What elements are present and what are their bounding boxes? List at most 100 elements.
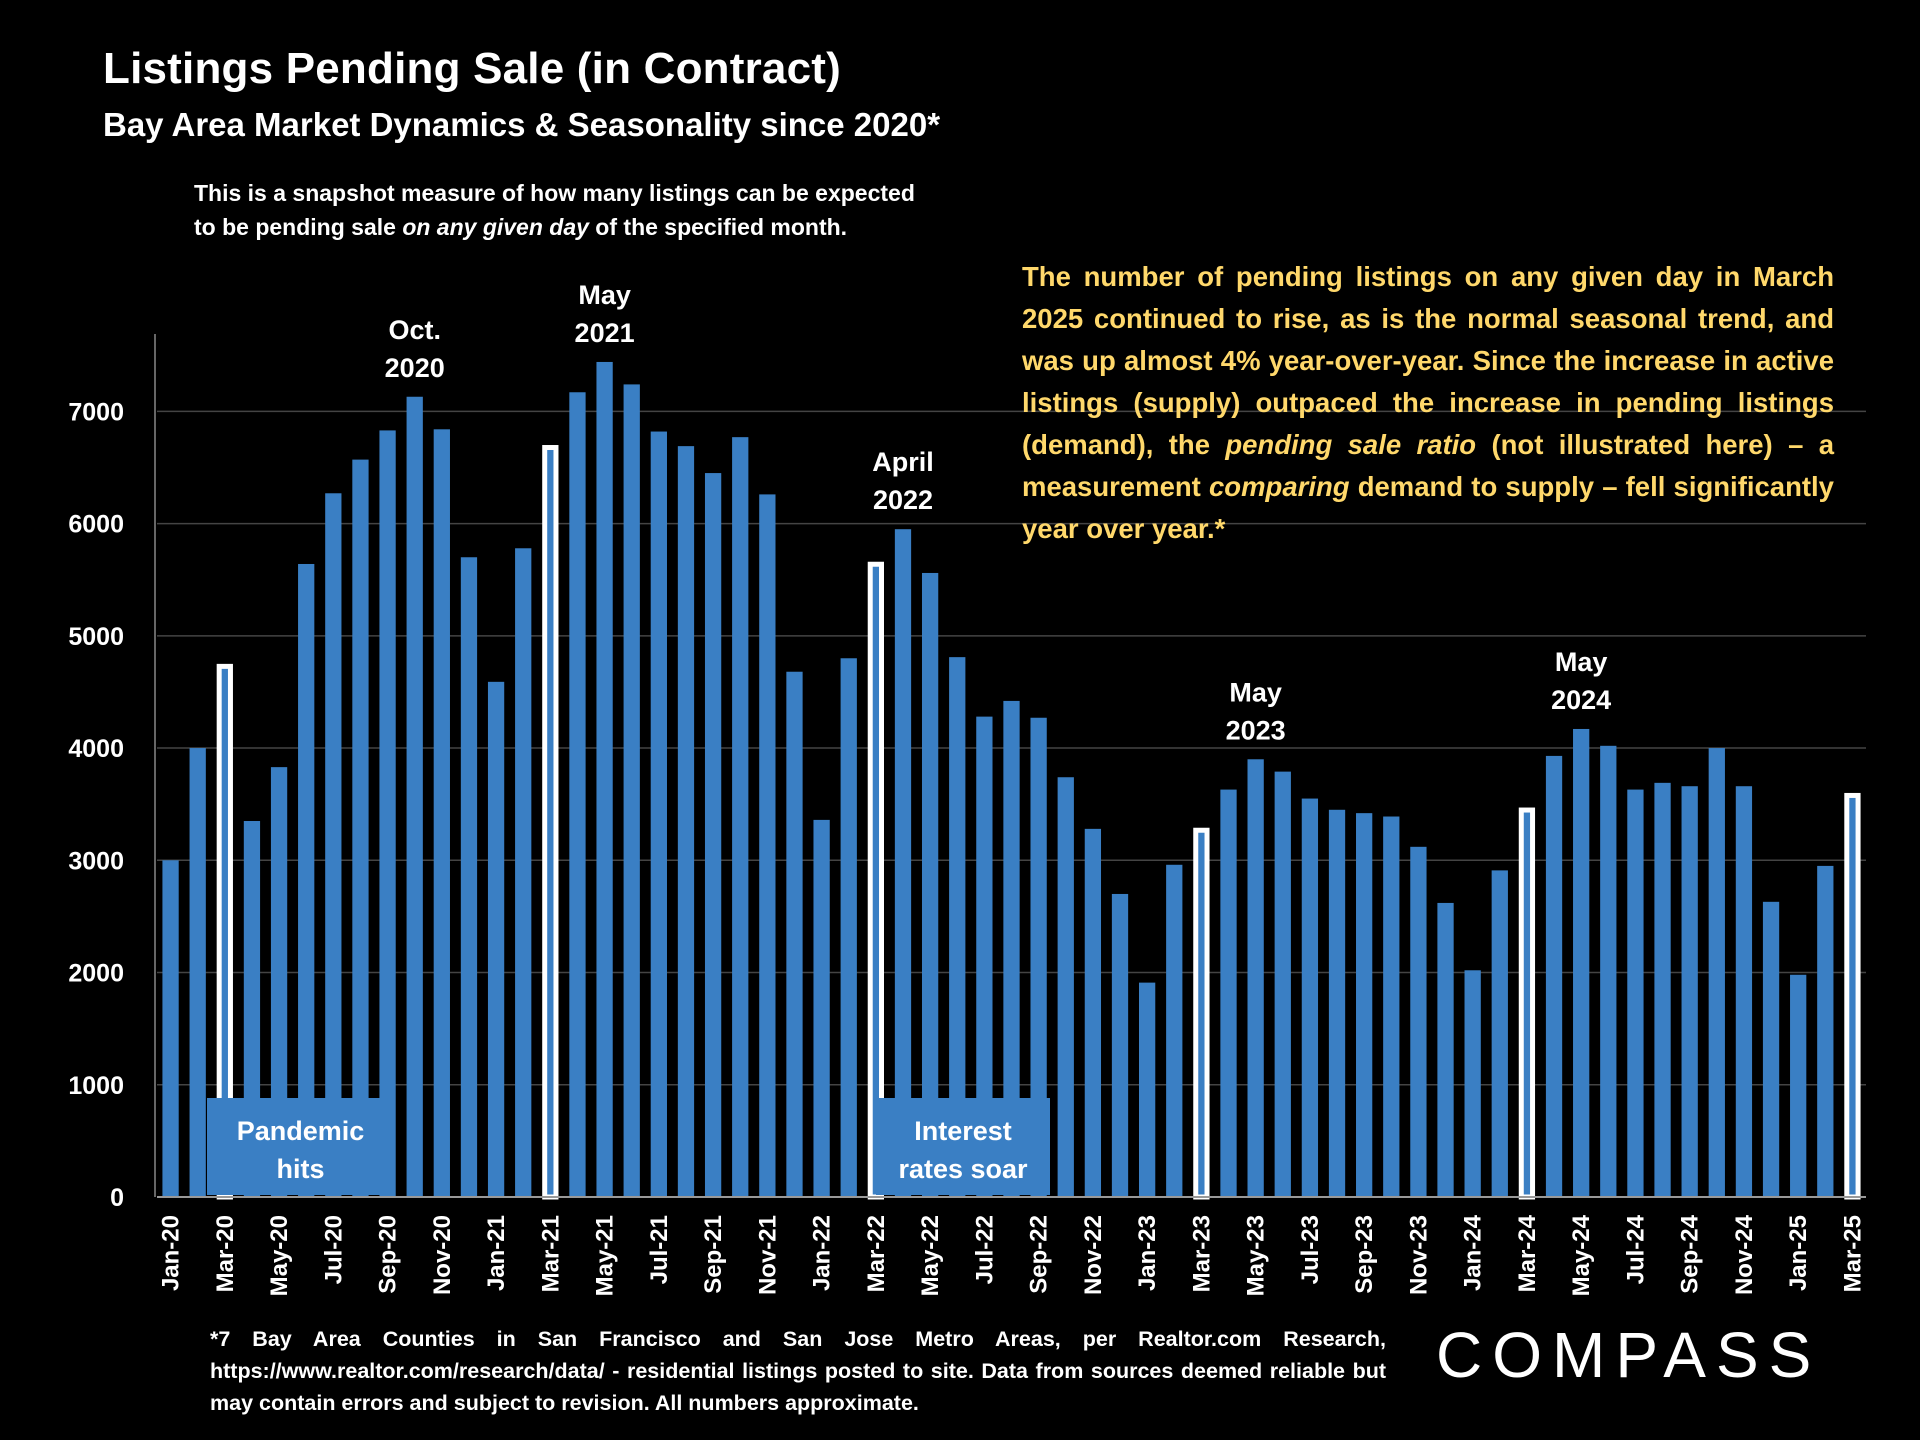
bar-Sep-22 — [1030, 717, 1047, 1197]
bar-Sep-23 — [1356, 813, 1373, 1197]
bar-Jan-25 — [1790, 974, 1807, 1197]
x-tick-label: Sep-22 — [1026, 1215, 1053, 1294]
y-tick-label: 0 — [110, 1184, 124, 1212]
bar-Aug-23 — [1328, 809, 1346, 1197]
bar-Dec-24 — [1762, 901, 1780, 1197]
peak-annotation: April — [872, 447, 934, 477]
bar-Jan-23 — [1138, 982, 1156, 1197]
x-tick-label: Jul-20 — [320, 1215, 347, 1284]
x-tick-label: May-24 — [1568, 1214, 1595, 1296]
y-tick-label: 3000 — [68, 847, 124, 875]
bar-Apr-21 — [569, 392, 586, 1197]
y-tick-label: 7000 — [68, 398, 124, 426]
x-tick-label: Nov-22 — [1080, 1215, 1107, 1295]
bar-Nov-22 — [1084, 828, 1102, 1197]
y-tick-label: 1000 — [68, 1072, 124, 1100]
bar-Sep-24 — [1681, 786, 1698, 1197]
x-tick-label: Nov-20 — [429, 1215, 456, 1295]
source-footnote: *7 Bay Area Counties in San Francisco an… — [210, 1327, 1386, 1415]
bar-Nov-20 — [433, 429, 450, 1197]
x-tick-label: Jan-23 — [1134, 1215, 1161, 1291]
bar-Feb-24 — [1491, 870, 1508, 1197]
note-line-1: This is a snapshot measure of how many l… — [194, 180, 915, 206]
peak-annotation: May — [1229, 677, 1282, 707]
event-box-label: Interest — [914, 1116, 1012, 1146]
peak-annotation: May — [578, 280, 631, 310]
x-tick-label: Sep-20 — [375, 1215, 402, 1294]
peak-annotation: 2021 — [575, 318, 635, 348]
event-box — [207, 1098, 394, 1195]
bar-Jan-24 — [1464, 970, 1481, 1197]
bar-Oct-22 — [1057, 777, 1074, 1197]
peak-annotation: 2024 — [1551, 685, 1611, 715]
chart-note: This is a snapshot measure of how many l… — [194, 176, 915, 244]
event-box-label: Pandemic — [237, 1116, 365, 1146]
x-tick-label: May-21 — [592, 1215, 619, 1296]
x-tick-label: Mar-22 — [863, 1215, 890, 1292]
bar-Feb-21 — [515, 548, 532, 1197]
bar-Jan-20 — [162, 860, 179, 1197]
bar-Feb-22 — [840, 658, 857, 1197]
bar-Aug-22 — [1003, 700, 1020, 1197]
bar-Dec-22 — [1111, 893, 1129, 1197]
bar-Nov-23 — [1410, 846, 1427, 1197]
y-tick-label: 5000 — [68, 623, 124, 651]
bar-Mar-23 — [1193, 827, 1210, 1200]
x-tick-label: Jul-22 — [971, 1215, 998, 1284]
x-tick-label: Sep-21 — [700, 1215, 727, 1294]
bar-Feb-25 — [1817, 865, 1834, 1197]
bar-Dec-23 — [1437, 902, 1454, 1197]
y-tick-label: 2000 — [68, 960, 124, 988]
peak-annotation: 2023 — [1226, 715, 1286, 745]
bar-Jul-20 — [325, 493, 342, 1197]
x-tick-label: Jan-25 — [1785, 1215, 1812, 1291]
x-tick-label: Jan-21 — [483, 1215, 510, 1291]
bar-Nov-24 — [1735, 786, 1753, 1197]
x-tick-label: Nov-23 — [1405, 1215, 1432, 1295]
bar-Apr-23 — [1220, 789, 1237, 1197]
event-box-label: rates soar — [898, 1154, 1028, 1184]
peak-annotation: 2020 — [385, 353, 445, 383]
x-tick-label: Nov-24 — [1731, 1214, 1758, 1295]
bar-May-24 — [1573, 728, 1590, 1197]
x-tick-label: Sep-24 — [1677, 1214, 1704, 1293]
bar-May-21 — [596, 361, 613, 1197]
bar-Jun-21 — [623, 384, 640, 1197]
bar-Mar-25 — [1844, 792, 1861, 1200]
bar-Jul-24 — [1627, 789, 1644, 1197]
note-line-2: to be pending sale on any given day of t… — [194, 214, 848, 240]
x-tick-label: Mar-23 — [1188, 1215, 1215, 1292]
bar-Jun-23 — [1274, 771, 1291, 1197]
bar-Oct-20 — [406, 396, 423, 1197]
x-tick-label: Jan-20 — [158, 1215, 185, 1291]
commentary-text: The number of pending listings on any gi… — [1022, 261, 1835, 544]
x-tick-label: Jan-24 — [1460, 1214, 1487, 1291]
y-tick-label: 6000 — [68, 511, 124, 539]
bar-Apr-22 — [894, 529, 912, 1197]
x-tick-label: May-23 — [1243, 1215, 1270, 1296]
bar-May-20 — [270, 767, 288, 1197]
commentary-emphasis-ratio: pending sale ratio — [1225, 429, 1477, 460]
bar-Sep-21 — [704, 473, 722, 1197]
chart-title: Listings Pending Sale (in Contract) — [103, 44, 841, 93]
bar-Jul-22 — [976, 716, 993, 1197]
x-tick-label: Mar-24 — [1514, 1214, 1541, 1292]
chart-subtitle: Bay Area Market Dynamics & Seasonality s… — [103, 106, 941, 143]
bar-Nov-21 — [759, 494, 776, 1198]
bar-Jul-21 — [650, 431, 667, 1197]
peak-annotation: 2022 — [873, 485, 933, 515]
bar-Feb-20 — [189, 748, 206, 1197]
bar-Aug-21 — [677, 446, 695, 1198]
x-tick-label: Jul-24 — [1622, 1214, 1649, 1284]
peak-annotation: May — [1555, 647, 1608, 677]
bar-Aug-20 — [352, 459, 369, 1197]
x-tick-label: May-22 — [917, 1215, 944, 1296]
event-box-label: hits — [276, 1154, 324, 1184]
peak-annotation: Oct. — [388, 315, 441, 345]
y-tick-label: 4000 — [68, 735, 124, 763]
bar-Oct-24 — [1708, 748, 1725, 1197]
x-tick-label: Jul-23 — [1297, 1215, 1324, 1284]
bar-Apr-24 — [1545, 755, 1563, 1197]
x-tick-label: Mar-21 — [537, 1215, 564, 1292]
